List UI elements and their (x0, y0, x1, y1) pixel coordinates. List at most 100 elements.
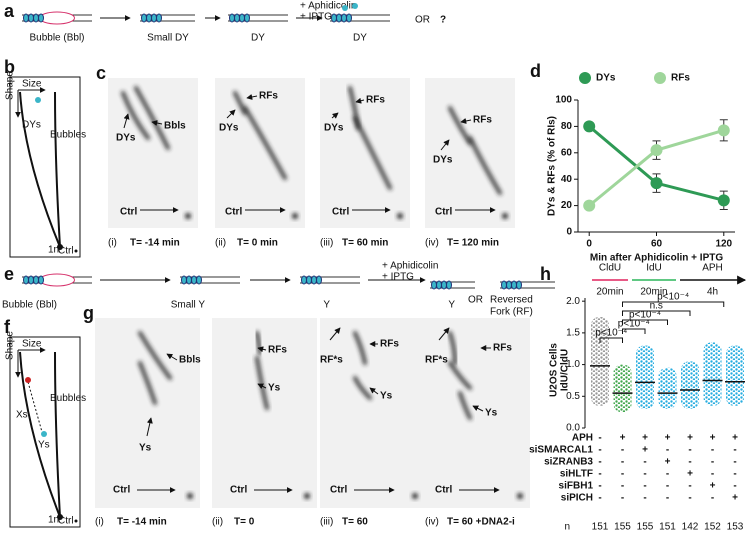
y-axis-label: DYs & RFs (% of RIs) (547, 116, 558, 216)
ctrl-spot (187, 493, 193, 499)
n-label: n (564, 522, 570, 533)
arrow (257, 383, 267, 390)
gel (215, 78, 305, 228)
mcm (28, 13, 34, 23)
point (583, 199, 596, 212)
panel-label: a (4, 1, 15, 21)
y-tick-label: 40 (561, 174, 573, 185)
panel-label: b (4, 57, 15, 77)
gel-label: Ctrl (435, 207, 452, 218)
label: T= 0 (234, 517, 255, 528)
y-tick-label: 0.5 (566, 391, 580, 402)
arc (54, 351, 61, 518)
timeline-step: APH (702, 263, 723, 274)
gel-signal (353, 116, 392, 190)
panel-label: c (96, 63, 106, 83)
mcm (441, 280, 447, 290)
sign: + (665, 457, 671, 468)
arrow (329, 327, 341, 341)
bracket (622, 301, 725, 307)
condition-label: siPICH (561, 493, 593, 504)
timeline-step: CldU (599, 263, 621, 274)
arrow (166, 353, 178, 361)
particle (352, 3, 358, 9)
ctrl-spot (502, 213, 508, 219)
step-label: Fork (RF) (490, 307, 533, 318)
arrow (123, 113, 130, 129)
gel-signal (458, 391, 472, 420)
arrow (257, 346, 267, 353)
dot (57, 514, 63, 520)
arrow (151, 120, 163, 126)
mcm (511, 280, 517, 290)
mcm (23, 275, 29, 285)
sign: - (666, 469, 669, 480)
y-tick-label: 1.0 (566, 359, 580, 370)
sign: - (621, 457, 624, 468)
ctrl-spot (517, 493, 523, 499)
sign: - (643, 493, 646, 504)
mcm (446, 280, 452, 290)
ctrl-spot (185, 213, 191, 219)
arrow (331, 112, 339, 119)
ctrl-spot (397, 213, 403, 219)
label: T= 60 +DNA2-i (447, 517, 515, 528)
point (583, 120, 596, 133)
distribution (681, 361, 699, 409)
n-value: 142 (682, 522, 699, 533)
x-tick-label: 60 (651, 239, 663, 250)
gel-signal (243, 106, 287, 180)
ctrl-spot (304, 493, 310, 499)
mcm (33, 275, 39, 285)
label: (i) (108, 238, 117, 249)
gel-signal (448, 361, 472, 390)
gel-signal (134, 86, 170, 150)
gel-label: Ys (485, 408, 498, 419)
p-value: p<10⁻⁴ (629, 310, 661, 321)
gel-label: DYs (219, 123, 239, 134)
gel (95, 318, 200, 508)
step-label: DY (251, 33, 265, 44)
gel (108, 78, 198, 228)
legend-label: RFs (671, 73, 690, 84)
point (717, 124, 730, 137)
y-tick-label: 80 (561, 121, 573, 132)
bracket (622, 310, 691, 316)
y-tick-label: 0.0 (566, 423, 580, 434)
mcm (506, 280, 512, 290)
gel-label: Ys (139, 443, 152, 454)
arrow (438, 327, 450, 341)
mark (25, 377, 31, 383)
condition-label: APH (572, 433, 593, 444)
bracket (622, 328, 646, 334)
sign: - (711, 457, 714, 468)
gel-signal (138, 331, 172, 380)
step-label: Reversed (490, 295, 533, 306)
p-value: p<10⁻⁴ (595, 328, 627, 339)
y-tick-label: 1.5 (566, 328, 580, 339)
arrow (246, 94, 258, 100)
sign: - (621, 445, 624, 456)
label: T= 0 min (237, 238, 278, 249)
distribution (591, 317, 609, 406)
sign: - (711, 493, 714, 504)
gel-signal (353, 376, 372, 400)
gel-label: RFs (259, 91, 278, 102)
sign: - (688, 481, 691, 492)
sign: - (666, 445, 669, 456)
label: (ii) (212, 517, 223, 528)
label: (iv) (425, 238, 439, 249)
sign: + (665, 433, 671, 444)
gel-signal (353, 331, 367, 365)
sign: + (710, 433, 716, 444)
mcm (244, 13, 250, 23)
sign: - (598, 481, 601, 492)
panel-label: e (4, 264, 14, 284)
condition-label: siFBH1 (559, 481, 594, 492)
gel-label: Bbls (164, 121, 186, 132)
step-label: Small DY (147, 33, 189, 44)
gel-signal (233, 91, 247, 115)
legend-label: DYs (596, 73, 616, 84)
sign: - (733, 457, 736, 468)
label: 1n (48, 515, 59, 526)
